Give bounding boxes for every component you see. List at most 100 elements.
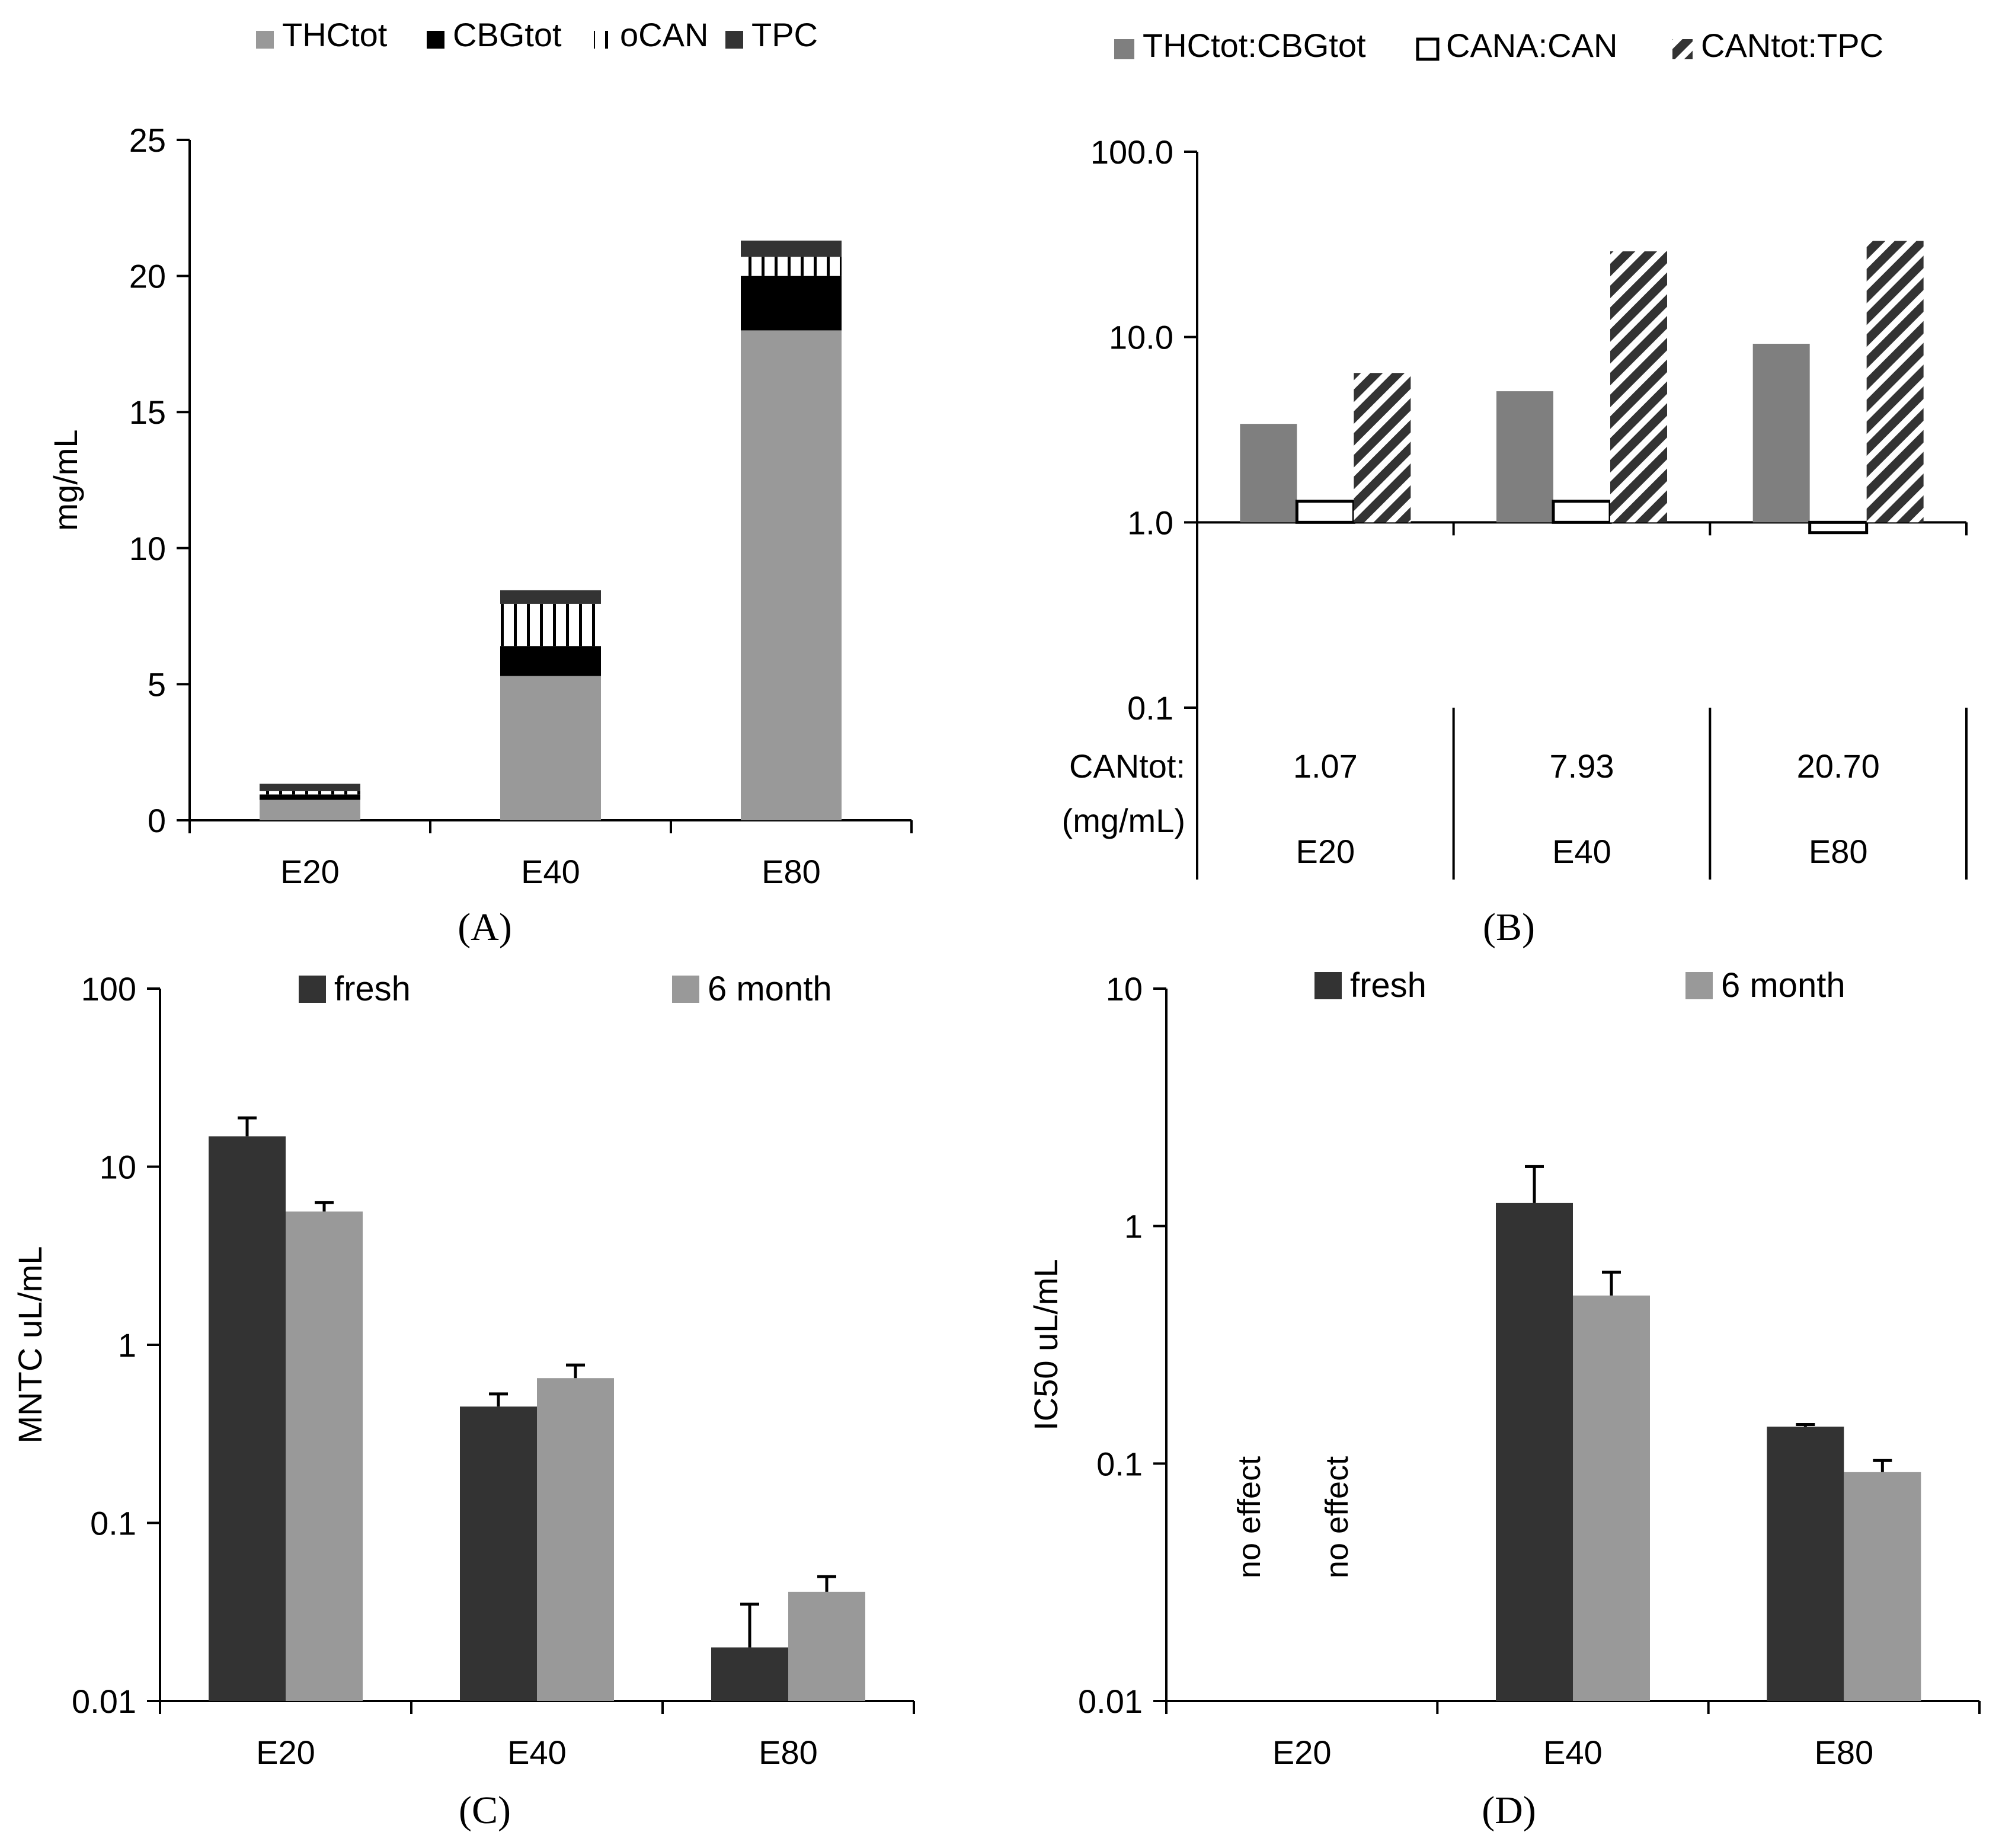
legend: THCtot:CBGtot CANA:CAN CANtot:TPC	[1114, 27, 1883, 64]
x-tick-label: E40	[521, 853, 580, 890]
bar-6-month-E40	[537, 1378, 614, 1701]
bar-CBGtot-E80	[741, 276, 842, 331]
legend-label-2: oCAN	[620, 16, 708, 53]
y-tick-label: 10.0	[1109, 319, 1173, 356]
bar-6-month-E20	[286, 1211, 363, 1701]
bar-fresh-E80	[711, 1647, 788, 1701]
y-tick-label: 0.1	[90, 1505, 136, 1542]
x-tick-label: E20	[1296, 833, 1355, 870]
y-tick-label: 0.01	[72, 1683, 136, 1720]
legend-label-1: 6 month	[1721, 966, 1846, 1005]
y-tick-label: 10	[100, 1149, 136, 1186]
bar-6-month-E40	[1573, 1295, 1650, 1701]
y-tick-label: 20	[129, 258, 166, 295]
legend: fresh 6 month	[1314, 966, 1846, 1005]
x-tick-label: E20	[280, 853, 340, 890]
table-value: 20.70	[1797, 747, 1880, 785]
caption: (C)	[459, 1789, 511, 1832]
legend-label-3: TPC	[751, 16, 818, 53]
bar-THCtot-E80	[741, 330, 842, 820]
y-tick-label: 5	[148, 666, 166, 703]
bar-fresh-E20	[209, 1136, 286, 1701]
bar-fresh-E40	[1496, 1203, 1573, 1701]
x-tick-label: E40	[1543, 1734, 1603, 1771]
table-units-label: (mg/mL)	[1062, 802, 1185, 839]
legend-label-0: fresh	[334, 970, 411, 1008]
legend: fresh 6 month	[299, 970, 832, 1008]
x-tick-label: E20	[256, 1734, 315, 1771]
legend-swatch-2	[594, 31, 612, 49]
y-tick-label: 100	[81, 970, 136, 1008]
y-tick-label: 0.01	[1078, 1683, 1143, 1720]
legend-label-2: CANtot:TPC	[1701, 27, 1883, 64]
x-tick-label: E80	[759, 1734, 818, 1771]
bar-6-month-E80	[1844, 1472, 1921, 1701]
y-tick-label: 100.0	[1090, 133, 1173, 171]
bar-fresh-E80	[1767, 1427, 1844, 1701]
caption: (B)	[1483, 906, 1535, 949]
panel-d: 0.01 0.1 1 10 E20 E40 E80 IC50 uL/mL fresh 6 mont…	[1027, 966, 1981, 1832]
y-tick-label: 1	[118, 1326, 136, 1364]
table-value: 1.07	[1293, 747, 1358, 785]
x-tick-label: E80	[762, 853, 821, 890]
y-tick-label: 10	[129, 530, 166, 567]
legend-label-1: CANA:CAN	[1446, 27, 1617, 64]
bar-CANA:CAN-E20	[1295, 500, 1355, 524]
caption: (A)	[458, 906, 512, 949]
legend-swatch-1	[427, 31, 444, 49]
bar-THCtot:CBGtot-E80	[1752, 343, 1810, 523]
legend: THCtot CBGtot oCAN TPC	[256, 16, 818, 53]
legend-swatch-1	[1685, 972, 1713, 999]
legend-swatch-0	[1314, 972, 1342, 999]
y-tick-label: 0.1	[1127, 689, 1173, 727]
x-tick-label: E40	[507, 1734, 567, 1771]
panel-a: 0 5 10 15 20 25 E20 E40 E80 mg/mL THCtot CBGtot oCAN…	[47, 16, 913, 949]
bar-THCtot:CBGtot-E20	[1240, 424, 1297, 523]
bar-oCAN-E20	[260, 791, 360, 795]
y-tick-label: 15	[129, 394, 166, 431]
bar-CANA:CAN-E40	[1552, 500, 1612, 524]
bar-TPC-E40	[500, 590, 601, 604]
panel-c: 0.01 0.1 1 10 100 E20 E40 E80 MNTC uL/mL fresh 6 m…	[11, 970, 915, 1832]
y-tick-label: 1	[1124, 1208, 1143, 1245]
legend-swatch-2	[1672, 39, 1693, 59]
panel-b: 0.1 1.0 10.0 100.0 CANtot: (mg/mL) 1.07 7.93 20.…	[1062, 27, 1968, 949]
bar-TPC-E20	[260, 784, 360, 791]
annotation-no-effect: no effect	[1232, 1456, 1267, 1578]
y-tick-label: 0.1	[1096, 1445, 1143, 1482]
y-axis-label: mg/mL	[47, 429, 84, 530]
bar-6-month-E80	[788, 1591, 865, 1701]
legend-swatch-0	[299, 976, 326, 1003]
x-tick-label: E20	[1272, 1734, 1332, 1771]
legend-swatch-3	[725, 31, 743, 49]
bar-CANtot:TPC-E20	[1354, 373, 1411, 523]
y-axis-label: MNTC uL/mL	[11, 1246, 49, 1444]
caption: (D)	[1482, 1789, 1536, 1832]
legend-label-1: CBGtot	[453, 16, 562, 53]
x-tick-label: E40	[1552, 833, 1611, 870]
legend-label-0: THCtot:CBGtot	[1143, 27, 1366, 64]
bar-fresh-E40	[460, 1406, 537, 1701]
bar-oCAN-E80	[741, 257, 842, 276]
legend-label-0: fresh	[1350, 966, 1427, 1005]
table-row-label: CANtot:	[1069, 747, 1185, 785]
bar-THCtot:CBGtot-E40	[1496, 391, 1553, 523]
y-tick-label: 10	[1106, 970, 1143, 1008]
y-tick-label: 25	[129, 122, 166, 159]
table-value: 7.93	[1550, 747, 1614, 785]
legend-label-0: THCtot	[282, 16, 388, 53]
bar-CANtot:TPC-E40	[1610, 251, 1667, 523]
bar-TPC-E80	[741, 240, 842, 257]
legend-swatch-1	[1416, 37, 1440, 61]
annotation-no-effect: no effect	[1319, 1456, 1355, 1578]
legend-swatch-1	[672, 976, 699, 1003]
y-tick-label: 1.0	[1127, 504, 1173, 541]
legend-label-1: 6 month	[708, 970, 832, 1008]
x-tick-label: E80	[1809, 833, 1868, 870]
y-tick-label: 0	[148, 802, 166, 839]
bar-CANA:CAN-E80	[1808, 520, 1869, 535]
legend-swatch-0	[256, 31, 274, 49]
legend-swatch-0	[1114, 39, 1134, 59]
bar-oCAN-E40	[500, 603, 601, 647]
